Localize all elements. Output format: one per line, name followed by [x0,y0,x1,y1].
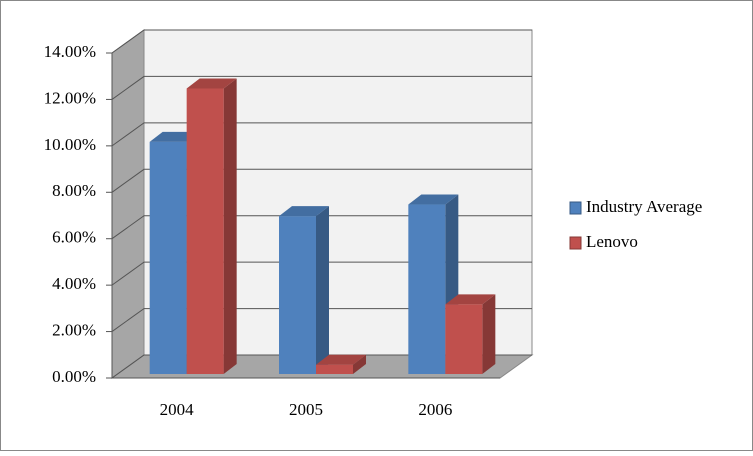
bar-top [445,294,496,305]
y-tick-label: 14.00% [44,42,96,61]
bar [149,141,187,374]
y-tick-label: 10.00% [44,135,96,154]
bar [279,216,316,374]
grid-line [111,261,532,286]
bar-side [353,354,366,374]
grid-line [111,354,532,379]
bar-top [408,194,459,205]
x-tick-label: 2004 [160,400,195,419]
bar-side [482,294,496,374]
side-wall [111,29,145,379]
legend-label: Industry Average [586,197,702,216]
y-tick-label: 4.00% [52,274,96,293]
grid-line [111,122,532,147]
x-tick-label: 2006 [418,400,452,419]
bar-top [279,206,329,217]
bar [316,364,353,374]
legend-swatch [569,236,582,250]
bar-top [316,354,366,365]
x-tick-label: 2005 [289,400,323,419]
grid-line [111,215,532,240]
legend-label: Lenovo [586,232,638,251]
legend-swatch [569,201,582,215]
y-tick-label: 0.00% [52,367,96,386]
y-tick-label: 6.00% [52,228,96,247]
bar-top [186,78,237,89]
grid-line [111,308,532,332]
bar-side [223,78,237,374]
y-tick-label: 8.00% [52,181,96,200]
grid-line [111,168,532,193]
bar [445,304,483,374]
grid-line [111,75,532,100]
bar-side [316,206,329,374]
y-tick-label: 2.00% [52,320,96,339]
y-tick-label: 12.00% [44,88,96,107]
grid-line [111,29,532,54]
bar [186,88,224,374]
bar [408,204,446,374]
